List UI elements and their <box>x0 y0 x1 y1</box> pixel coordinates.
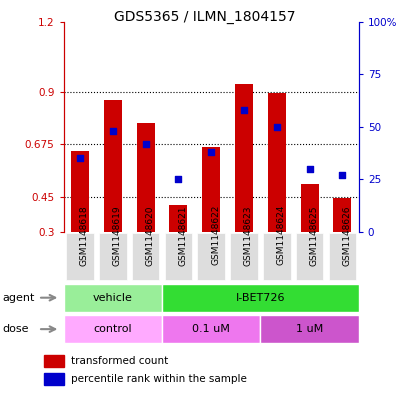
Text: GSM1148625: GSM1148625 <box>309 205 318 266</box>
FancyBboxPatch shape <box>99 233 126 280</box>
FancyBboxPatch shape <box>229 233 257 280</box>
Text: 0.1 uM: 0.1 uM <box>192 324 229 334</box>
FancyBboxPatch shape <box>63 284 162 312</box>
Point <box>175 176 181 182</box>
Text: GSM1148621: GSM1148621 <box>178 205 187 266</box>
Text: GSM1148623: GSM1148623 <box>243 205 252 266</box>
Text: dose: dose <box>2 324 29 334</box>
Text: transformed count: transformed count <box>70 356 167 366</box>
Text: GDS5365 / ILMN_1804157: GDS5365 / ILMN_1804157 <box>114 10 295 24</box>
Text: GSM1148622: GSM1148622 <box>211 205 220 266</box>
FancyBboxPatch shape <box>328 233 355 280</box>
FancyBboxPatch shape <box>262 233 290 280</box>
FancyBboxPatch shape <box>197 233 225 280</box>
Text: GSM1148618: GSM1148618 <box>80 205 89 266</box>
Text: GSM1148620: GSM1148620 <box>145 205 154 266</box>
Bar <box>71 151 89 232</box>
Text: agent: agent <box>2 292 34 303</box>
Point <box>338 172 345 178</box>
Bar <box>333 198 351 232</box>
Text: I-BET726: I-BET726 <box>235 293 284 303</box>
Text: control: control <box>93 324 132 334</box>
Bar <box>267 93 285 232</box>
Point <box>142 140 148 147</box>
Point <box>273 123 279 130</box>
FancyBboxPatch shape <box>162 284 358 312</box>
Text: percentile rank within the sample: percentile rank within the sample <box>70 374 246 384</box>
FancyBboxPatch shape <box>66 233 94 280</box>
Text: vehicle: vehicle <box>92 293 133 303</box>
Bar <box>136 123 154 232</box>
FancyBboxPatch shape <box>162 315 260 343</box>
Text: GSM1148619: GSM1148619 <box>112 205 121 266</box>
FancyBboxPatch shape <box>164 233 192 280</box>
FancyBboxPatch shape <box>131 233 159 280</box>
Text: GSM1148624: GSM1148624 <box>276 205 285 266</box>
Point <box>109 128 116 134</box>
Bar <box>45 373 63 385</box>
FancyBboxPatch shape <box>295 233 323 280</box>
Point <box>76 155 83 162</box>
Bar <box>234 84 252 232</box>
Bar <box>45 355 63 367</box>
FancyBboxPatch shape <box>260 315 358 343</box>
Bar <box>202 147 220 232</box>
Bar <box>300 184 318 232</box>
Text: 1 uM: 1 uM <box>295 324 322 334</box>
Text: GSM1148626: GSM1148626 <box>342 205 351 266</box>
Bar <box>169 205 187 232</box>
FancyBboxPatch shape <box>63 315 162 343</box>
Point <box>306 165 312 172</box>
Point <box>240 107 247 113</box>
Point <box>207 149 214 155</box>
Bar <box>103 100 121 232</box>
